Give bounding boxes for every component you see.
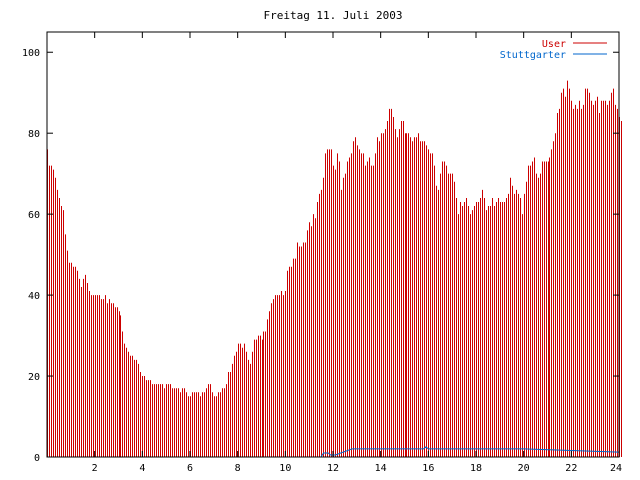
- y-axis: 0 20 40 60 80 100: [22, 48, 619, 464]
- legend-label-stuttgarter: Stuttgarter: [500, 50, 566, 61]
- x-axis: 2 4 6 8 10 12 14 16 18 20 22 24: [92, 32, 622, 474]
- legend-label-user: User: [542, 39, 566, 50]
- y-tick-label: 80: [28, 129, 40, 140]
- stuttgarter-line: [47, 446, 620, 458]
- chart-title: Freitag 11. Juli 2003: [263, 9, 402, 22]
- y-tick-label: 100: [22, 48, 40, 59]
- x-tick-label: 4: [139, 463, 145, 474]
- x-tick-label: 6: [187, 463, 193, 474]
- legend: User Stuttgarter: [500, 39, 607, 61]
- x-tick-label: 18: [470, 463, 482, 474]
- x-tick-label: 22: [565, 463, 577, 474]
- x-tick-label: 16: [422, 463, 434, 474]
- x-tick-label: 2: [92, 463, 98, 474]
- y-tick-label: 20: [28, 372, 40, 383]
- y-tick-label: 60: [28, 210, 40, 221]
- user-bars: [47, 80, 622, 457]
- x-tick-label: 24: [610, 463, 622, 474]
- x-tick-label: 14: [375, 463, 387, 474]
- y-tick-label: 0: [34, 453, 40, 464]
- x-tick-label: 20: [518, 463, 530, 474]
- x-tick-label: 8: [235, 463, 241, 474]
- y-tick-label: 40: [28, 291, 40, 302]
- x-tick-label: 10: [279, 463, 291, 474]
- x-tick-label: 12: [327, 463, 339, 474]
